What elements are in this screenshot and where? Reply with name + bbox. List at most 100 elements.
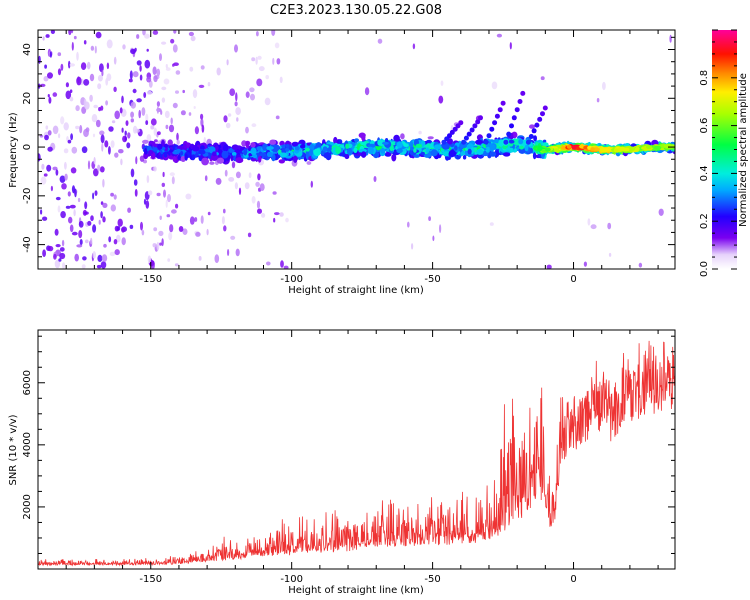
noise-blob	[121, 95, 124, 104]
noise-blob	[136, 98, 142, 103]
noise-blob	[50, 185, 54, 192]
noise-blob	[166, 214, 171, 218]
noise-blob	[234, 182, 238, 190]
noise-blob	[71, 30, 74, 34]
ridge-blob	[169, 146, 173, 151]
streak-blob	[486, 133, 492, 139]
noise-blob	[175, 70, 181, 75]
noise-blob	[61, 239, 65, 247]
noise-blob	[163, 78, 170, 85]
ridge-blob	[354, 138, 360, 143]
noise-blob	[84, 211, 89, 215]
noise-blob	[173, 30, 177, 34]
ridge-blob	[347, 148, 353, 156]
noise-blob	[250, 93, 255, 101]
spectrogram-panel: -150 -100 -50 0 -40 -20 0 20 40 Height of strai…	[8, 29, 676, 296]
noise-blob	[77, 197, 81, 203]
noise-blob	[98, 219, 101, 225]
noise-blob	[607, 222, 612, 230]
ridge-blob	[476, 148, 484, 155]
streak-blob	[452, 126, 458, 132]
ridge-blob	[400, 133, 405, 140]
streak-blob	[540, 111, 545, 117]
noise-blob	[114, 249, 120, 256]
ridge-blob	[172, 156, 177, 163]
colorbar-label: Normalized spectral amplitude	[738, 73, 749, 227]
noise-blob	[122, 44, 126, 50]
noise-blob	[102, 202, 108, 208]
noise-blob	[78, 230, 83, 239]
ridge-blob	[430, 149, 438, 157]
noise-blob	[159, 215, 162, 220]
noise-blob	[489, 222, 494, 226]
ridge-blob	[266, 146, 274, 150]
noise-blob	[175, 90, 179, 94]
noise-blob	[245, 91, 250, 98]
ridge-blob	[176, 148, 181, 153]
noise-blob	[126, 142, 131, 149]
ridge-core	[653, 145, 662, 150]
noise-blob	[192, 89, 198, 99]
noise-blob	[84, 201, 88, 210]
noise-blob	[74, 188, 77, 198]
ridge-blob	[210, 154, 219, 161]
ridge-blob	[344, 154, 350, 160]
noise-blob	[139, 74, 143, 81]
noise-blob	[65, 205, 71, 209]
spectrogram-y-axis-label: Frequency (Hz)	[8, 112, 19, 188]
noise-blob	[182, 228, 188, 235]
tick-label: 0.6	[699, 118, 710, 134]
noise-blob	[279, 76, 283, 84]
ridge-blob	[250, 142, 256, 148]
ridge-blob	[486, 149, 490, 153]
noise-blob	[156, 241, 160, 251]
streak-blob	[509, 123, 514, 129]
ridge-blob	[313, 148, 321, 157]
noise-blob	[152, 243, 157, 248]
noise-blob	[47, 94, 50, 98]
noise-blob	[130, 118, 134, 123]
tick-label: 0	[570, 274, 576, 285]
ridge-core	[613, 148, 619, 153]
ridge-blob	[191, 154, 195, 161]
noise-blob	[44, 64, 47, 69]
noise-blob	[95, 31, 102, 39]
noise-blob	[71, 146, 78, 154]
noise-blob	[310, 180, 313, 188]
ridge-blob	[338, 152, 346, 157]
noise-blob	[129, 224, 134, 229]
noise-blob	[283, 265, 289, 269]
noise-blob	[157, 131, 161, 136]
ridge-blob	[266, 151, 273, 158]
ridge-blob	[467, 148, 472, 155]
streak-blob	[525, 139, 531, 145]
noise-blob	[182, 89, 185, 94]
noise-blob	[66, 136, 69, 142]
noise-blob	[364, 87, 370, 96]
noise-blob	[171, 176, 175, 185]
ridge-blob	[306, 161, 312, 165]
noise-blob	[169, 172, 175, 177]
noise-blob	[100, 134, 105, 144]
noise-blob	[587, 218, 591, 226]
noise-blob	[596, 98, 600, 103]
noise-blob	[118, 149, 124, 154]
noise-blob	[110, 192, 114, 197]
spectrogram-heatmap	[38, 30, 675, 269]
noise-blob	[257, 173, 261, 181]
noise-blob	[257, 55, 262, 60]
noise-blob	[608, 252, 612, 257]
noise-blob	[136, 60, 142, 66]
noise-blob	[432, 235, 435, 242]
ridge-blob	[230, 154, 234, 162]
noise-blob	[148, 80, 153, 88]
ridge-core	[622, 147, 630, 152]
noise-blob	[165, 67, 171, 71]
noise-blob	[255, 56, 258, 65]
noise-blob	[85, 239, 89, 244]
ridge-blob	[393, 134, 400, 142]
noise-blob	[165, 199, 168, 208]
noise-blob	[106, 62, 110, 70]
streak-blob	[478, 115, 483, 121]
tick-label: -150	[139, 574, 162, 585]
